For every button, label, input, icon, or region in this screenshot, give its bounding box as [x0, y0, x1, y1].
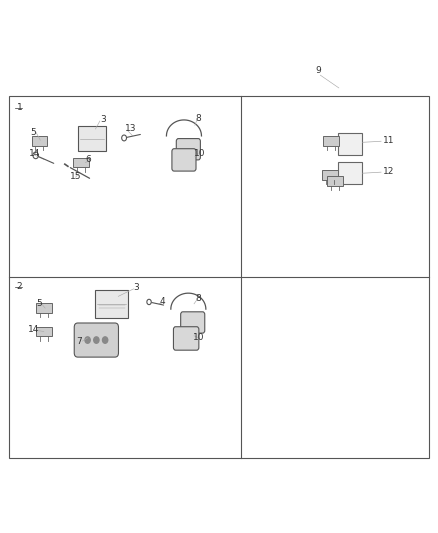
Bar	[9, 96, 429, 458]
Text: 12: 12	[383, 167, 395, 176]
Text: 1: 1	[17, 103, 22, 112]
Circle shape	[85, 337, 90, 343]
Text: 3: 3	[100, 116, 106, 124]
Text: 3: 3	[134, 284, 139, 292]
FancyBboxPatch shape	[176, 139, 200, 160]
Text: 14: 14	[28, 325, 39, 334]
Text: 4: 4	[160, 297, 166, 305]
Text: 5: 5	[36, 300, 42, 308]
Text: 5: 5	[30, 128, 35, 136]
Bar	[322, 170, 338, 180]
Text: 8: 8	[195, 114, 201, 123]
FancyBboxPatch shape	[74, 323, 118, 357]
Text: 10: 10	[193, 333, 204, 342]
Text: 14: 14	[28, 149, 40, 158]
Bar	[323, 136, 339, 146]
Text: 13: 13	[125, 125, 136, 133]
Text: 7: 7	[77, 337, 82, 345]
Text: 2: 2	[17, 282, 22, 291]
Circle shape	[102, 337, 108, 343]
Bar	[338, 162, 363, 184]
FancyBboxPatch shape	[172, 149, 196, 171]
Text: 6: 6	[85, 156, 91, 164]
Text: 8: 8	[195, 294, 201, 303]
Bar	[32, 136, 47, 146]
Bar	[73, 158, 89, 167]
Text: 9: 9	[315, 66, 321, 75]
FancyBboxPatch shape	[180, 312, 205, 333]
Bar	[36, 303, 52, 313]
Bar	[338, 133, 363, 155]
Circle shape	[94, 337, 99, 343]
Text: 10: 10	[194, 149, 205, 158]
Bar	[36, 327, 52, 336]
Text: 11: 11	[383, 136, 395, 144]
Text: 15: 15	[70, 173, 81, 181]
Bar	[95, 290, 128, 318]
FancyBboxPatch shape	[173, 327, 199, 350]
Bar	[78, 126, 106, 151]
Bar	[327, 176, 343, 186]
